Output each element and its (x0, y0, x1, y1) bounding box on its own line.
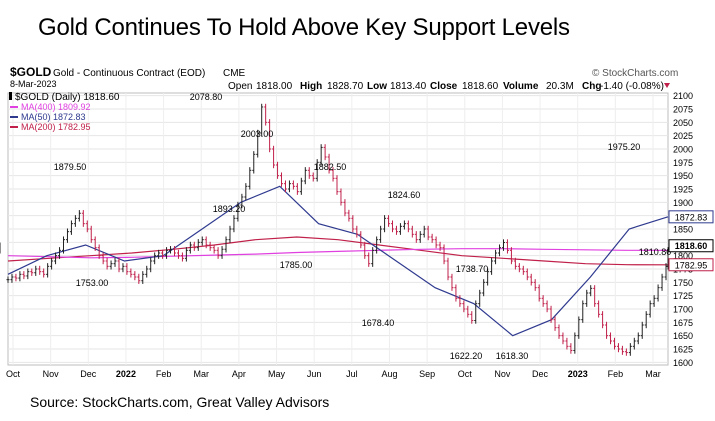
moving-averages (7, 185, 669, 337)
x-tick-label: Oct (458, 369, 473, 379)
y-tick-label: 1975 (673, 158, 693, 168)
open-value: 1818.00 (256, 81, 293, 92)
legend: $GOLD (Daily) 1818.60 MA(400) 1809.92MA(… (9, 92, 120, 132)
legend-label: MA(50) 1872.83 (21, 112, 86, 122)
x-tick-label: Oct (6, 369, 21, 379)
volume-label: Volume (503, 81, 539, 92)
annotation-label: 1824.60 (388, 190, 421, 200)
annotation-label: 1785.00 (280, 260, 313, 270)
x-tick-label: 2022 (116, 369, 136, 379)
price-badge-label: 1818.60 (675, 241, 708, 251)
watermark: © StockCharts.com (592, 68, 678, 79)
x-tick-label: Nov (494, 369, 511, 379)
x-tick-label: Jul (346, 369, 358, 379)
legend-label: MA(400) 1809.92 (21, 102, 91, 112)
exchange: CME (223, 68, 246, 79)
annotation-label: 1738.70 (456, 264, 489, 274)
legend-label: MA(200) 1782.95 (21, 122, 91, 132)
annotation-label: 2003.00 (241, 129, 274, 139)
ma50-line (7, 185, 669, 337)
x-axis: Oct Nov Dec 2022 Feb Mar Apr May Jun Jul Aug Sep Oct… (6, 369, 661, 379)
symbol: $GOLD (10, 65, 52, 79)
price-badge (668, 258, 714, 272)
close-value: 1818.60 (462, 81, 499, 92)
ma400-line (7, 248, 669, 259)
y-tick-label: 2100 (673, 91, 693, 101)
x-tick-label: Mar (193, 369, 209, 379)
y-tick-label: 1900 (673, 198, 693, 208)
price-badge-label: 1782.95 (675, 260, 708, 270)
y-tick-label: 1850 (673, 225, 693, 235)
x-tick-label: Sep (419, 369, 435, 379)
annotation-label: 1622.20 (450, 351, 483, 361)
y-tick-label: 1650 (673, 331, 693, 341)
x-tick-label: Jun (307, 369, 322, 379)
volume-value: 20.3M (546, 81, 574, 92)
y-tick-label: 1800 (673, 251, 693, 261)
annotation-label: 1810.80 (639, 247, 672, 257)
low-label: Low (367, 81, 387, 92)
x-tick-label: Mar (645, 369, 661, 379)
y-tick-label: 1700 (673, 305, 693, 315)
y-tick-label: 1750 (673, 278, 693, 288)
price-badge-label: 1872.83 (675, 212, 708, 222)
grid (8, 93, 668, 365)
legend-price-label: $GOLD (Daily) 1818.60 (15, 92, 120, 103)
x-tick-label: Dec (532, 369, 549, 379)
y-tick-label: 2025 (673, 131, 693, 141)
annotation-label: 1678.40 (362, 318, 395, 328)
source-note: Source: StockCharts.com, Great Valley Ad… (30, 394, 330, 410)
x-tick-label: Feb (156, 369, 172, 379)
y-axis: 1600162516501675170017251750177518001825… (668, 91, 714, 368)
annotations: 1879.50 1753.00 2078.80 1893.20 2003.00 1882.… (54, 92, 672, 361)
price-badge (668, 210, 714, 224)
ohlc-row: Open 1818.00 High 1828.70 Low 1813.40 Cl… (228, 81, 670, 92)
annotation-label: 2078.80 (190, 92, 223, 102)
chg-value: -1.40 (-0.08%) (600, 81, 664, 92)
x-tick-label: 2023 (568, 369, 588, 379)
high-value: 1828.70 (327, 81, 364, 92)
annotation-label: 1753.00 (76, 278, 109, 288)
annotation-label: 1879.50 (54, 162, 87, 172)
y-tick-label: 1925 (673, 185, 693, 195)
x-tick-label: Feb (608, 369, 624, 379)
y-tick-label: 1725 (673, 291, 693, 301)
open-label: Open (228, 81, 252, 92)
annotation-label: 1975.20 (608, 142, 641, 152)
x-tick-label: Nov (43, 369, 60, 379)
y-tick-label: 1950 (673, 171, 693, 181)
price-badge (668, 239, 714, 253)
annotation-label: 1882.50 (314, 162, 347, 172)
x-tick-label: Aug (381, 369, 397, 379)
price-series (0, 103, 670, 356)
y-tick-label: 2050 (673, 118, 693, 128)
y-tick-label: 1600 (673, 358, 693, 368)
x-tick-label: May (268, 369, 286, 379)
headline: Gold Continues To Hold Above Key Support… (38, 14, 570, 41)
annotation-label: 1893.20 (213, 204, 246, 214)
x-tick-label: Dec (80, 369, 97, 379)
y-tick-label: 2000 (673, 145, 693, 155)
high-label: High (300, 81, 322, 92)
down-arrow-icon (664, 83, 670, 88)
chg-label: Chg (582, 81, 601, 92)
y-tick-label: 1675 (673, 318, 693, 328)
annotation-label: 1618.30 (496, 351, 529, 361)
close-label: Close (430, 81, 458, 92)
y-tick-label: 1625 (673, 345, 693, 355)
ma200-line (7, 236, 669, 266)
low-value: 1813.40 (390, 81, 427, 92)
legend-price-swatch (9, 92, 12, 100)
instrument-name: Gold - Continuous Contract (EOD) (53, 68, 205, 79)
x-tick-label: Apr (232, 369, 246, 379)
y-tick-label: 2075 (673, 105, 693, 115)
chart-date: 8-Mar-2023 (10, 79, 57, 89)
